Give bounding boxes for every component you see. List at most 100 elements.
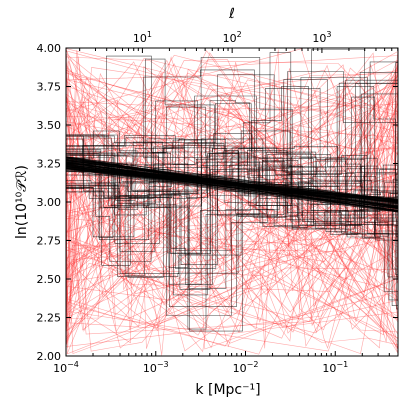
red-sample-line bbox=[66, 180, 398, 353]
red-sample-line bbox=[66, 59, 398, 234]
red-sample-line bbox=[66, 66, 398, 355]
red-sample-line bbox=[66, 48, 398, 175]
red-sample-line bbox=[66, 106, 398, 321]
black-sample-line bbox=[66, 134, 398, 277]
black-sample-line bbox=[66, 138, 398, 301]
y-tick-label: 3.50 bbox=[37, 119, 62, 132]
red-sample-line bbox=[66, 76, 398, 344]
red-sample-line bbox=[66, 102, 398, 331]
black-sample-line bbox=[66, 61, 398, 239]
red-sample-line bbox=[66, 48, 398, 306]
red-sample-line bbox=[66, 72, 398, 279]
red-sample-line bbox=[66, 53, 398, 281]
top-tick-label: 102 bbox=[223, 30, 242, 45]
black-sample-line bbox=[66, 137, 398, 306]
red-sample-line bbox=[66, 125, 398, 351]
red-sample-line bbox=[66, 60, 398, 294]
black-sample-line bbox=[66, 58, 398, 292]
red-sample-line bbox=[66, 98, 398, 329]
red-sample-line bbox=[66, 49, 398, 330]
red-sample-line bbox=[66, 55, 398, 234]
red-sample-line bbox=[66, 57, 398, 333]
red-sample-line bbox=[66, 67, 398, 321]
black-sample-line bbox=[66, 154, 398, 316]
y-tick-label: 3.75 bbox=[37, 81, 62, 94]
red-sample-line bbox=[66, 79, 398, 323]
red-sample-line bbox=[66, 81, 398, 316]
red-sample-line bbox=[66, 65, 398, 350]
black-sample-line bbox=[66, 138, 398, 301]
red-sample-line bbox=[66, 81, 398, 194]
red-sample-line bbox=[66, 67, 398, 347]
red-sample-line bbox=[66, 103, 398, 315]
red-sample-line bbox=[66, 56, 398, 354]
black-band-line bbox=[66, 161, 398, 213]
red-sample-line bbox=[66, 57, 398, 349]
series-red-lines bbox=[66, 48, 398, 356]
red-sample-line bbox=[66, 171, 398, 349]
y-tick-label: 3.25 bbox=[37, 158, 62, 171]
red-sample-line bbox=[66, 136, 398, 349]
red-sample-line bbox=[66, 52, 398, 328]
black-sample-line bbox=[66, 52, 398, 268]
black-sample-line bbox=[66, 88, 398, 203]
red-sample-line bbox=[66, 63, 398, 355]
red-sample-line bbox=[66, 118, 398, 291]
black-sample-line bbox=[66, 83, 398, 233]
top-tick-label: 103 bbox=[312, 30, 331, 45]
red-sample-line bbox=[66, 48, 398, 265]
red-sample-line bbox=[66, 102, 398, 335]
red-sample-line bbox=[66, 118, 398, 319]
red-sample-line bbox=[66, 192, 398, 321]
red-sample-line bbox=[66, 151, 398, 333]
black-sample-line bbox=[66, 49, 398, 254]
red-sample-line bbox=[66, 108, 398, 301]
axes: 2.00 2.25 2.50 2.75 3.00 3.25 3.50 3.75 4.00 10−4… bbox=[37, 30, 399, 375]
black-sample-line bbox=[66, 82, 398, 210]
black-sample-line bbox=[66, 95, 398, 238]
red-sample-line bbox=[66, 75, 398, 262]
red-sample-line bbox=[66, 72, 398, 248]
y-tick-label: 2.25 bbox=[37, 312, 62, 325]
x-tick-label: 10−3 bbox=[143, 360, 169, 375]
red-sample-line bbox=[66, 56, 398, 175]
red-sample-line bbox=[66, 59, 398, 331]
x-axis-label: k [Mpc⁻¹] bbox=[195, 382, 260, 398]
top-tick-label: 101 bbox=[133, 30, 152, 45]
black-sample-line bbox=[66, 71, 398, 256]
red-sample-line bbox=[66, 93, 398, 342]
black-band-line bbox=[66, 168, 398, 213]
red-sample-line bbox=[66, 75, 398, 349]
red-sample-line bbox=[66, 62, 398, 295]
red-sample-line bbox=[66, 80, 398, 352]
red-sample-line bbox=[66, 267, 398, 355]
black-sample-line bbox=[66, 157, 398, 238]
x-tick-label: 10−2 bbox=[233, 360, 259, 375]
y-tick-label: 3.00 bbox=[37, 196, 62, 209]
series-black-lines bbox=[66, 49, 398, 332]
black-sample-line bbox=[66, 93, 398, 226]
top-axis-label: ℓ bbox=[228, 6, 235, 22]
y-axis-label: ln(10¹⁰𝒫ℛ) bbox=[14, 165, 30, 239]
y-tick-label: 4.00 bbox=[37, 42, 62, 55]
red-sample-line bbox=[66, 59, 398, 269]
red-sample-line bbox=[66, 96, 398, 301]
red-sample-line bbox=[66, 69, 398, 347]
red-sample-line bbox=[66, 79, 398, 304]
red-sample-line bbox=[66, 68, 398, 331]
y-tick-label: 2.50 bbox=[37, 273, 62, 286]
red-sample-line bbox=[66, 92, 398, 283]
y-tick-label: 2.00 bbox=[37, 350, 62, 363]
red-sample-line bbox=[66, 66, 398, 336]
red-sample-line bbox=[66, 62, 398, 295]
red-sample-line bbox=[66, 211, 398, 342]
black-sample-line bbox=[66, 148, 398, 256]
red-sample-line bbox=[66, 74, 398, 160]
red-sample-line bbox=[66, 60, 398, 280]
red-sample-line bbox=[66, 68, 398, 356]
red-sample-line bbox=[66, 49, 398, 298]
red-sample-line bbox=[66, 210, 398, 324]
red-sample-line bbox=[66, 92, 398, 334]
red-sample-line bbox=[66, 96, 398, 336]
